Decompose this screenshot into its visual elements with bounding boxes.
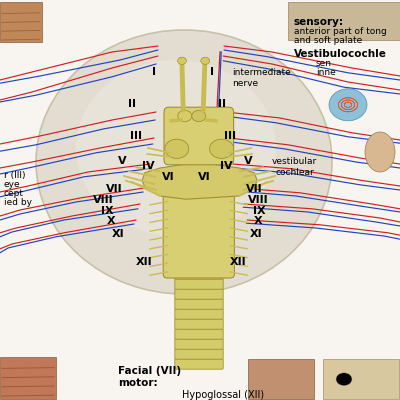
FancyBboxPatch shape [0,357,56,399]
FancyBboxPatch shape [175,339,223,349]
Text: Facial (VII)
motor:: Facial (VII) motor: [118,366,181,388]
Text: IV: IV [220,161,232,171]
Ellipse shape [178,110,192,122]
Text: IX: IX [253,206,266,216]
FancyBboxPatch shape [323,359,399,399]
Text: III: III [130,131,142,141]
Text: ied by: ied by [4,198,32,207]
Text: Hypoglossal (XII): Hypoglossal (XII) [182,390,264,400]
Text: eye: eye [4,180,21,189]
Text: V: V [118,156,126,166]
FancyBboxPatch shape [0,2,42,42]
Ellipse shape [329,89,367,121]
Text: I: I [210,67,214,77]
Text: IV: IV [142,161,154,171]
FancyBboxPatch shape [175,289,223,299]
Ellipse shape [336,373,352,386]
Text: VIII: VIII [248,195,268,205]
Text: cochlear: cochlear [275,168,314,177]
Text: X: X [107,216,116,226]
Text: XI: XI [250,229,262,239]
FancyBboxPatch shape [248,359,314,399]
Text: intermediate
nerve: intermediate nerve [232,68,291,88]
FancyBboxPatch shape [175,329,223,339]
Text: XII: XII [136,257,152,267]
Text: inne: inne [316,68,336,77]
Text: VI: VI [198,172,210,182]
FancyBboxPatch shape [288,2,400,40]
Ellipse shape [365,132,395,172]
Text: r (III): r (III) [4,172,26,180]
Text: anterior part of tong: anterior part of tong [294,28,387,36]
Ellipse shape [165,139,189,158]
FancyBboxPatch shape [175,269,223,279]
Text: VII: VII [246,184,262,194]
FancyBboxPatch shape [175,279,223,289]
FancyBboxPatch shape [175,299,223,309]
Text: sensory:: sensory: [294,17,344,27]
Ellipse shape [76,60,276,236]
FancyBboxPatch shape [175,349,223,359]
FancyBboxPatch shape [163,192,234,278]
Text: Vestibulocochle: Vestibulocochle [294,49,387,59]
Text: III: III [224,131,236,141]
Ellipse shape [192,110,206,122]
Text: V: V [244,156,252,166]
Polygon shape [142,164,257,199]
Text: X: X [254,216,262,226]
FancyBboxPatch shape [164,107,234,165]
Text: II: II [128,99,136,109]
Text: XI: XI [112,229,124,239]
Text: VII: VII [106,184,122,194]
Text: II: II [218,99,226,109]
Text: I: I [152,67,156,77]
Ellipse shape [36,30,332,294]
Text: and soft palate: and soft palate [294,36,362,45]
Text: VIII: VIII [93,195,114,205]
FancyBboxPatch shape [175,359,223,369]
Text: VI: VI [162,172,174,182]
FancyBboxPatch shape [175,319,223,329]
Ellipse shape [178,57,186,64]
Text: XII: XII [230,257,246,267]
Text: vestibular: vestibular [272,158,317,166]
Ellipse shape [201,57,210,64]
Text: cept: cept [4,189,24,198]
Ellipse shape [210,139,234,158]
FancyBboxPatch shape [175,309,223,319]
Text: sen: sen [316,60,332,68]
Text: IX: IX [101,206,114,216]
